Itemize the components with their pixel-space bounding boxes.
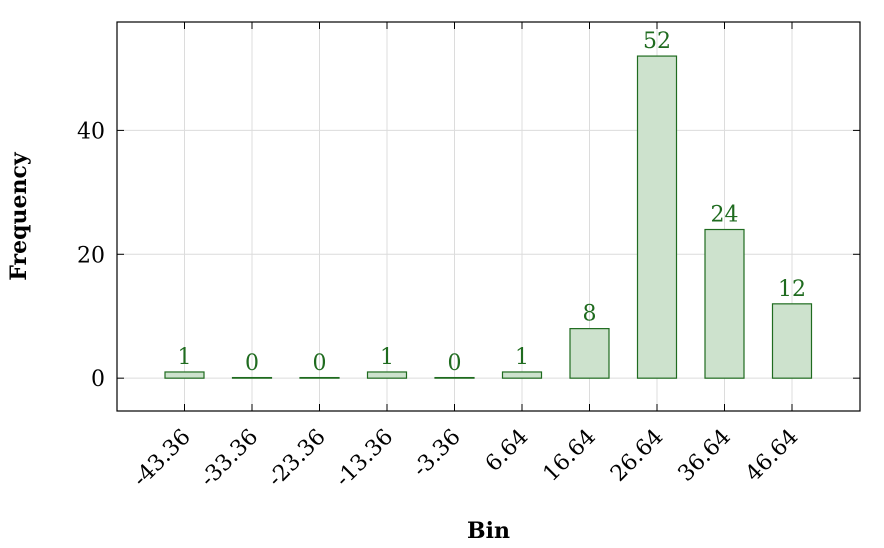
bar-value-label: 0 bbox=[313, 351, 327, 376]
y-tick-label: 20 bbox=[77, 243, 105, 268]
bar bbox=[366, 371, 408, 379]
bar bbox=[704, 228, 745, 379]
x-tick-label: -43.36 bbox=[128, 425, 195, 492]
x-tick-label: 46.64 bbox=[741, 425, 803, 487]
x-axis-title: Bin bbox=[467, 518, 510, 544]
y-tick-label: 0 bbox=[91, 367, 105, 392]
x-tick-label: 36.64 bbox=[674, 425, 736, 487]
bar bbox=[231, 376, 273, 379]
bar-value-label: 0 bbox=[245, 351, 259, 376]
y-tick-label: 40 bbox=[77, 119, 105, 144]
bar-value-label: 1 bbox=[380, 345, 394, 370]
x-tick-label: 16.64 bbox=[539, 425, 601, 487]
plot-frame bbox=[116, 21, 861, 412]
bar-value-label: 8 bbox=[583, 302, 597, 327]
bar bbox=[569, 328, 610, 379]
x-tick-label: -3.36 bbox=[408, 425, 466, 483]
x-tick-label: 26.64 bbox=[606, 425, 668, 487]
x-tick-label: -33.36 bbox=[196, 425, 263, 492]
y-axis-title: Frequency bbox=[6, 151, 32, 281]
bars bbox=[164, 55, 813, 379]
bar bbox=[636, 55, 678, 379]
y-tick-labels: 0 20 40 bbox=[77, 119, 105, 392]
grid-lines bbox=[117, 22, 860, 411]
x-tick-label: -23.36 bbox=[263, 425, 330, 492]
bar bbox=[771, 303, 813, 379]
bar-value-label: 12 bbox=[778, 277, 806, 302]
bar bbox=[501, 371, 543, 379]
axis-ticks bbox=[117, 22, 860, 411]
bar bbox=[434, 376, 475, 379]
bar bbox=[164, 371, 205, 379]
bar-value-label: 1 bbox=[515, 345, 529, 370]
bar bbox=[299, 376, 340, 379]
bar-value-label: 52 bbox=[643, 29, 671, 54]
x-tick-labels: -43.36 -33.36 -23.36 -13.36 -3.36 6.64 16.64 26… bbox=[128, 425, 803, 492]
bar-value-label: 1 bbox=[178, 345, 192, 370]
x-tick-label: -13.36 bbox=[331, 425, 398, 492]
bar-value-label: 24 bbox=[711, 203, 739, 228]
x-tick-label: 6.64 bbox=[481, 425, 533, 477]
data-labels: 1 0 0 1 0 1 8 52 24 12 bbox=[178, 29, 807, 376]
bar-value-label: 0 bbox=[448, 351, 462, 376]
